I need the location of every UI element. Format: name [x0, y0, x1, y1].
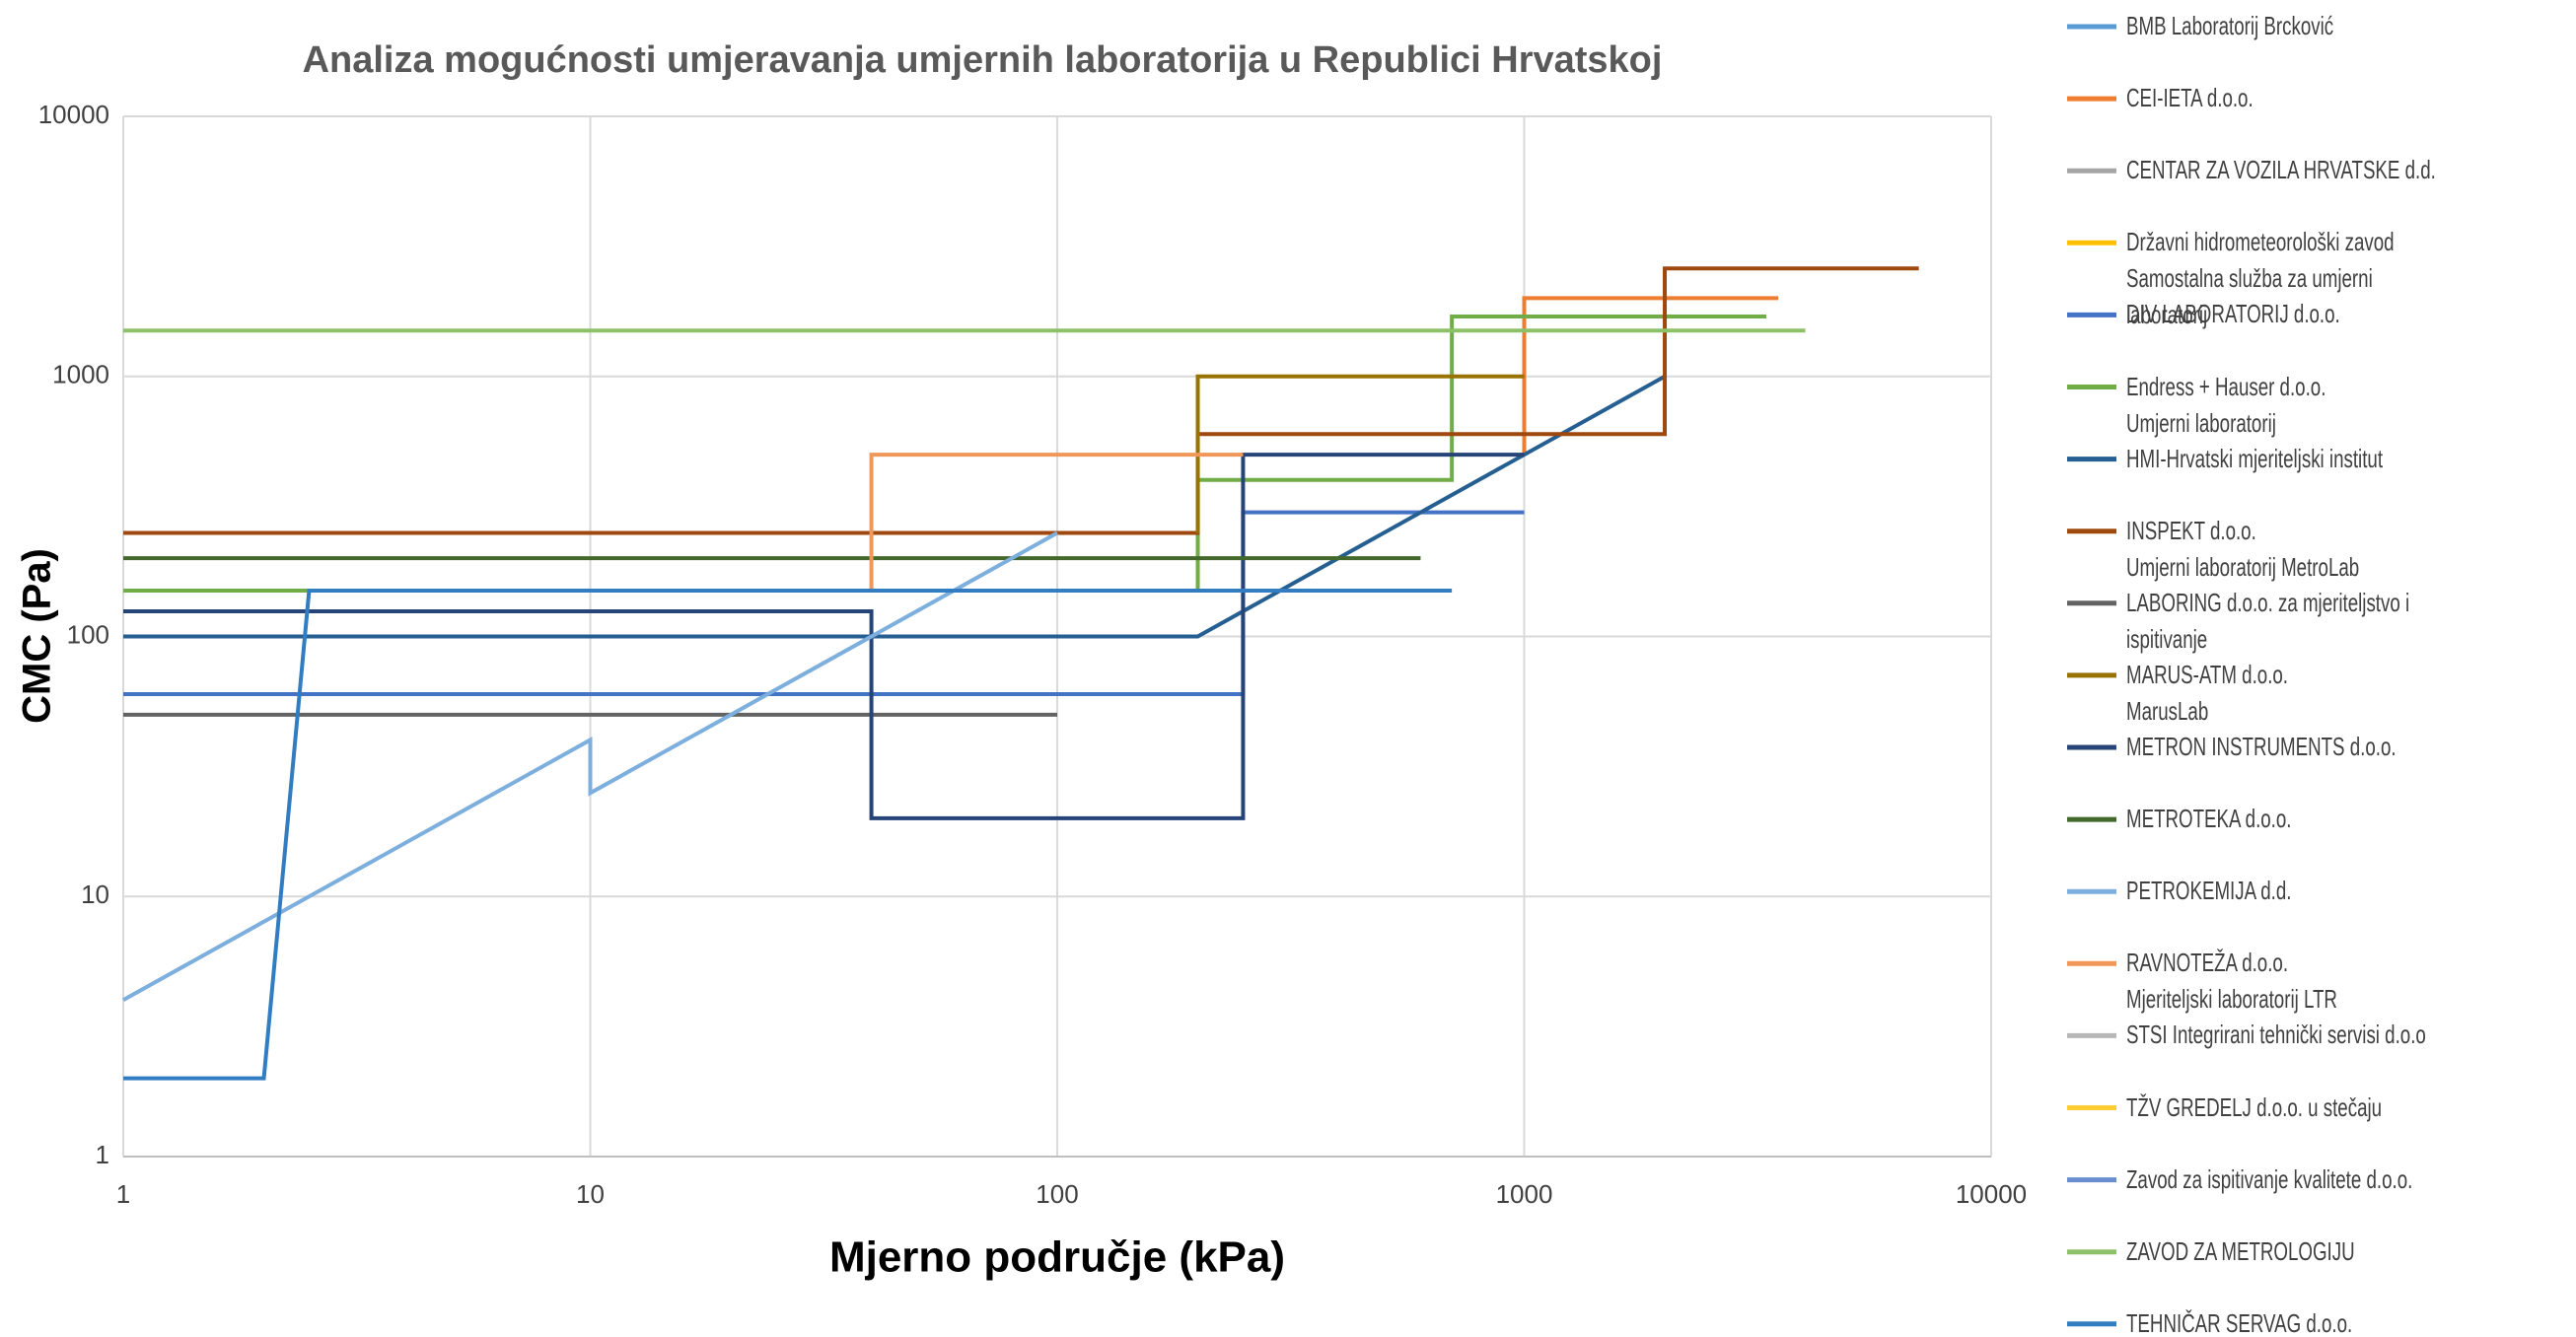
legend-label: STSI Integrirani tehnički servisi d.o.o [2126, 1020, 2426, 1050]
series-line [122, 530, 1058, 1002]
y-tick-label: 10 [81, 880, 109, 909]
legend-label: Endress + Hauser d.o.o. Umjerni laborato… [2126, 371, 2326, 438]
legend-label: DIV LABORATORIJ d.o.o. [2126, 299, 2340, 329]
legend-label: MARUS-ATM d.o.o. MarusLab [2126, 659, 2289, 726]
legend-label: RAVNOTEŽA d.o.o. Mjeriteljski laboratori… [2126, 948, 2337, 1015]
legend-label: CEI-IETA d.o.o. [2126, 83, 2254, 113]
x-tick-label: 100 [1036, 1179, 1078, 1209]
legend-label: INSPEKT d.o.o. Umjerni laboratorij Metro… [2126, 515, 2360, 582]
legend-label: LABORING d.o.o. za mjeriteljstvo i ispit… [2126, 587, 2410, 654]
legend-label: METRON INSTRUMENTS d.o.o. [2126, 732, 2397, 761]
x-tick-label: 10 [576, 1179, 605, 1209]
series-line [123, 375, 1667, 639]
legend-label: METROTEKA d.o.o. [2126, 804, 2292, 834]
series-line [869, 453, 1244, 592]
legend-label: ZAVOD ZA METROLOGIJU [2126, 1235, 2355, 1266]
legend-label: TŽV GREDELJ d.o.o. u stečaju [2126, 1091, 2383, 1122]
legend-label: CENTAR ZA VOZILA HRVATSKE d.d. [2126, 155, 2436, 185]
series-line [123, 510, 1525, 697]
series-line [123, 266, 1919, 535]
series-line [1522, 296, 1779, 456]
y-axis-label: CMC (Pa) [16, 548, 59, 724]
legend-label: BMB Laboratorij Brcković [2126, 11, 2334, 40]
y-tick-label: 10000 [38, 100, 109, 129]
x-tick-label: 1000 [1496, 1179, 1553, 1209]
series-line [123, 589, 1453, 1081]
x-tick-label: 1 [116, 1179, 130, 1209]
series-line [123, 453, 1525, 820]
legend-label: PETROKEMIJA d.d. [2126, 876, 2292, 906]
legend-label: Državni hidrometeorološki zavod Samostal… [2126, 227, 2395, 330]
legend-label: HMI-Hrvatski mjeriteljski institut [2126, 443, 2384, 473]
series-line [1195, 374, 1525, 533]
y-tick-label: 1000 [52, 360, 109, 389]
legend-label: TEHNIČAR SERVAG d.o.o. [2126, 1307, 2353, 1337]
y-tick-label: 100 [67, 619, 109, 649]
chart-title: Analiza mogućnosti umjeravanja umjernih … [303, 39, 1663, 81]
y-tick-label: 1 [96, 1140, 109, 1169]
x-tick-label: 10000 [1956, 1179, 2027, 1209]
x-axis-label: Mjerno područje (kPa) [829, 1233, 1285, 1282]
legend-label: Zavod za ispitivanje kvalitete d.o.o. [2126, 1163, 2413, 1194]
